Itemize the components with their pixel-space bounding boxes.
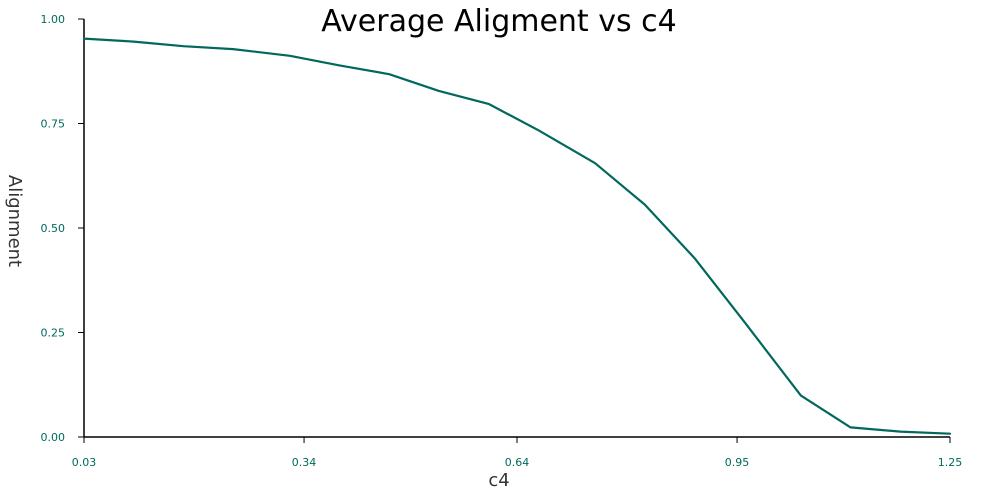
- y-tick-label: 1.00: [41, 13, 66, 26]
- x-tick-label: 0.64: [505, 456, 530, 469]
- y-tick-label: 0.25: [41, 327, 66, 340]
- x-tick-label: 0.34: [292, 456, 317, 469]
- x-tick-label: 0.03: [72, 456, 97, 469]
- y-axis-label: Alignment: [4, 175, 25, 267]
- y-tick-label: 0.50: [41, 222, 66, 235]
- chart-title: Average Aligment vs c4: [321, 4, 676, 39]
- x-tick-label: 1.25: [938, 456, 963, 469]
- series: [82, 37, 952, 435]
- axes: [83, 19, 950, 438]
- x-tick-label: 0.95: [725, 456, 750, 469]
- y-tick-label: 0.00: [41, 431, 66, 444]
- ticks: 0.03 0.34 0.64 0.95 1.25 0.00 0.25 0.50 0.75 1.00: [41, 13, 963, 469]
- x-axis-label: c4: [488, 470, 509, 491]
- series-line: [82, 37, 952, 435]
- y-tick-label: 0.75: [41, 118, 66, 131]
